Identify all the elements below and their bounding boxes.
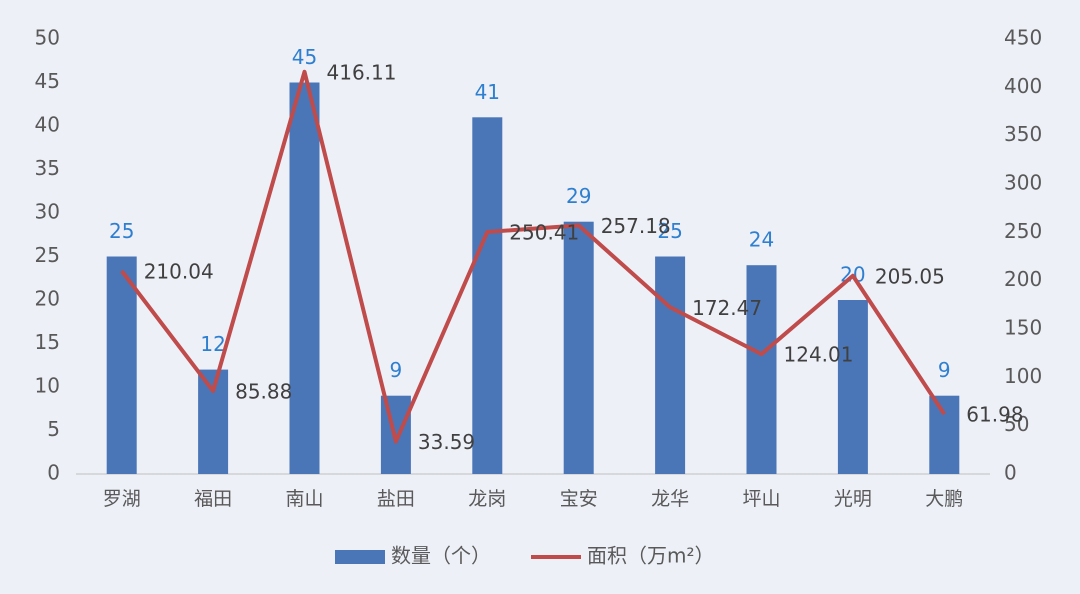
x-tick-label: 大鹏 (925, 488, 963, 510)
legend-label: 数量（个） (391, 544, 491, 568)
bar-value-label: 9 (938, 358, 951, 382)
bar (746, 265, 777, 474)
y2-tick-label: 300 (1004, 171, 1042, 195)
bar (106, 256, 137, 474)
y2-tick-label: 350 (1004, 122, 1042, 146)
x-tick-label: 盐田 (377, 488, 415, 510)
line-value-label: 250.41 (509, 220, 579, 244)
y2-tick-label: 150 (1004, 316, 1042, 340)
line-value-label: 85.88 (235, 379, 292, 403)
y2-tick-label: 450 (1004, 26, 1042, 50)
bar-value-label: 29 (566, 184, 591, 208)
bar (289, 82, 320, 474)
line-value-label: 124.01 (784, 343, 854, 367)
y-tick-label: 5 (47, 417, 60, 441)
x-tick-label: 龙华 (651, 488, 689, 510)
x-tick-label: 坪山 (742, 488, 780, 510)
line-value-label: 416.11 (327, 60, 397, 84)
y-tick-label: 30 (35, 200, 60, 224)
bar-value-label: 41 (475, 80, 500, 104)
line-value-label: 257.18 (601, 214, 671, 238)
bar-value-label: 24 (749, 228, 774, 252)
bar (563, 221, 594, 474)
y-tick-label: 0 (47, 461, 60, 485)
legend-label: 面积（万m²） (587, 544, 715, 568)
line-value-label: 205.05 (875, 264, 945, 288)
y-tick-label: 35 (35, 156, 60, 180)
y-tick-label: 40 (35, 113, 60, 137)
bar-value-label: 25 (109, 219, 134, 243)
x-tick-label: 光明 (834, 488, 872, 510)
x-tick-label: 福田 (194, 488, 232, 510)
x-tick-label: 宝安 (560, 488, 598, 510)
line-value-label: 210.04 (144, 259, 214, 283)
y2-tick-label: 200 (1004, 267, 1042, 291)
line-value-label: 172.47 (692, 296, 762, 320)
line-value-label: 61.98 (966, 403, 1023, 427)
y-tick-label: 10 (35, 374, 60, 398)
y2-tick-label: 50 (1004, 412, 1029, 436)
x-tick-label: 罗湖 (103, 488, 141, 510)
y-tick-label: 50 (35, 26, 60, 50)
bar-value-label: 12 (200, 332, 225, 356)
y2-tick-label: 250 (1004, 219, 1042, 243)
bar-value-label: 25 (657, 219, 682, 243)
bar-value-label: 45 (292, 45, 317, 69)
x-tick-label: 南山 (285, 488, 323, 510)
y-tick-label: 15 (35, 330, 60, 354)
bar (929, 395, 960, 474)
y-tick-label: 25 (35, 243, 60, 267)
y2-tick-label: 0 (1004, 461, 1017, 485)
bar-value-label: 9 (390, 358, 403, 382)
x-tick-label: 龙岗 (468, 488, 506, 510)
bar (655, 256, 686, 474)
y-tick-label: 20 (35, 287, 60, 311)
y2-tick-label: 400 (1004, 74, 1042, 98)
bar (837, 300, 868, 474)
legend-swatch (335, 550, 385, 564)
bar (472, 117, 503, 475)
line-value-label: 33.59 (418, 430, 475, 454)
y2-tick-label: 100 (1004, 364, 1042, 388)
line (120, 69, 946, 444)
y-tick-label: 45 (35, 69, 60, 93)
